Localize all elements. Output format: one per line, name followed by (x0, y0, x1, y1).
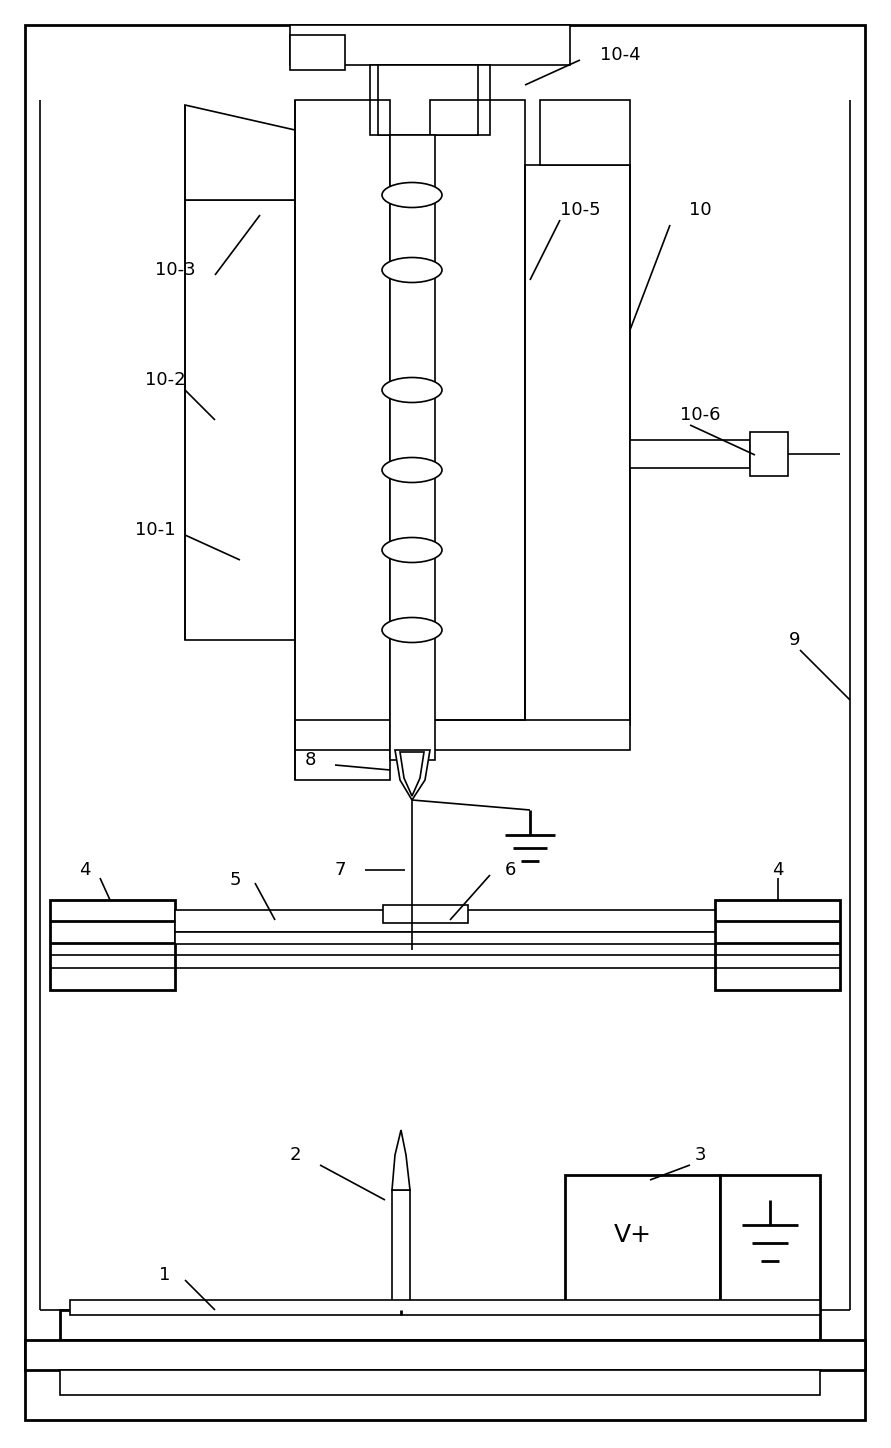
Text: 10: 10 (689, 201, 711, 219)
Polygon shape (185, 106, 295, 200)
Bar (390, 135, 435, 760)
Bar (60, 1370, 820, 1394)
Bar (175, 909, 715, 933)
Ellipse shape (382, 617, 442, 643)
Bar (185, 200, 295, 640)
Ellipse shape (382, 378, 442, 403)
Ellipse shape (382, 458, 442, 482)
Bar (295, 720, 630, 750)
Text: 8: 8 (305, 752, 315, 769)
Text: 1: 1 (159, 1266, 171, 1284)
Text: 10-3: 10-3 (155, 261, 195, 279)
Polygon shape (400, 752, 424, 796)
Text: 4: 4 (79, 862, 91, 879)
Bar (60, 1310, 820, 1339)
Text: 10-6: 10-6 (680, 405, 720, 424)
Bar (378, 65, 478, 135)
Bar (715, 901, 840, 990)
Bar (430, 100, 525, 720)
Text: 10-5: 10-5 (560, 201, 601, 219)
Bar (290, 25, 570, 65)
Text: 7: 7 (334, 862, 346, 879)
Ellipse shape (382, 537, 442, 562)
Text: V+: V+ (614, 1224, 652, 1247)
Bar (295, 100, 390, 780)
Text: 2: 2 (290, 1145, 301, 1164)
Bar (565, 1174, 720, 1310)
Polygon shape (540, 100, 630, 165)
Bar (430, 100, 525, 720)
Bar (392, 1190, 410, 1310)
Bar (370, 65, 490, 135)
Bar (630, 440, 750, 468)
Bar (720, 1174, 820, 1310)
Bar (175, 933, 715, 944)
Bar (295, 100, 390, 780)
Ellipse shape (382, 258, 442, 282)
Bar (383, 905, 468, 922)
Text: 6: 6 (504, 862, 516, 879)
Bar (25, 1339, 865, 1370)
Polygon shape (392, 1129, 410, 1190)
Bar (50, 901, 175, 990)
Text: 4: 4 (772, 862, 784, 879)
Bar (525, 165, 630, 725)
Text: 9: 9 (789, 631, 801, 649)
Polygon shape (395, 750, 430, 799)
Text: 5: 5 (229, 872, 241, 889)
Bar (290, 35, 345, 70)
Text: 10-4: 10-4 (600, 46, 641, 64)
Ellipse shape (382, 182, 442, 207)
Text: 10-1: 10-1 (135, 521, 176, 539)
Bar (70, 1300, 820, 1315)
Bar (750, 432, 788, 476)
Text: 3: 3 (694, 1145, 706, 1164)
Text: 10-2: 10-2 (144, 371, 185, 390)
